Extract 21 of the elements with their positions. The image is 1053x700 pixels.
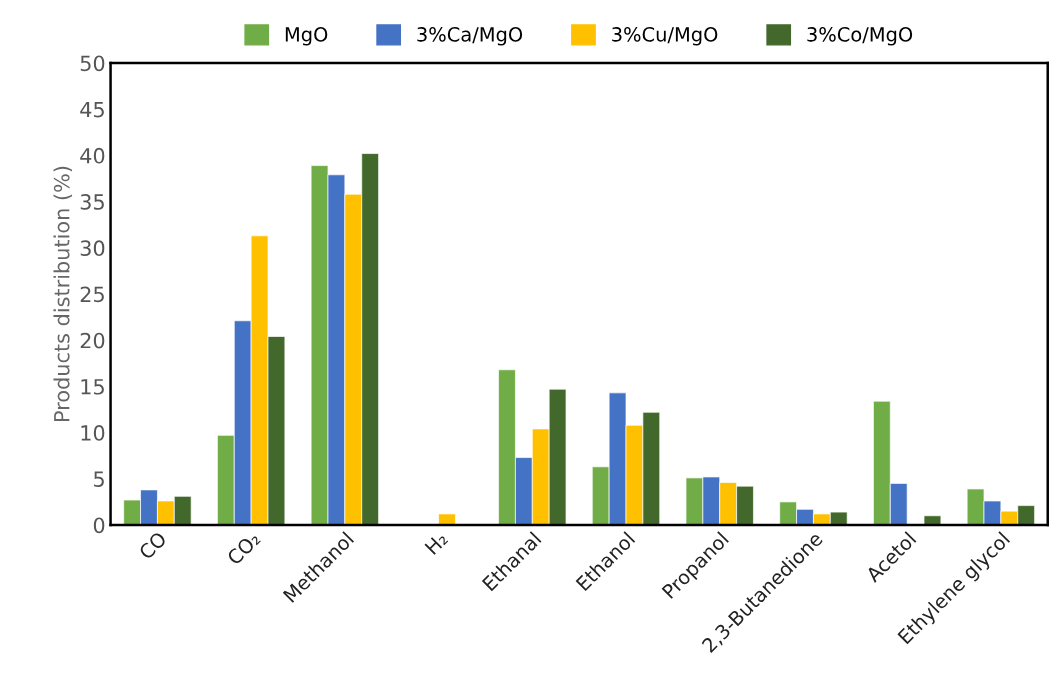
x-tick-label: H₂ bbox=[424, 531, 449, 555]
y-tick-label: 5 bbox=[94, 471, 104, 488]
x-tick-label: CO bbox=[138, 530, 168, 561]
y-tick-label: 45 bbox=[80, 101, 104, 118]
legend-label: 3%Co/MgO bbox=[807, 27, 913, 46]
y-tick-label: 30 bbox=[80, 240, 105, 257]
legend-label: 3%Cu/MgO bbox=[612, 27, 718, 46]
legend-label: MgO bbox=[285, 27, 328, 46]
bar bbox=[438, 513, 456, 525]
x-tick-label: CO₂ bbox=[226, 530, 261, 566]
y-tick-label: 40 bbox=[80, 147, 105, 164]
y-tick-label: 50 bbox=[80, 55, 105, 72]
y-tick-label: 35 bbox=[80, 194, 104, 210]
y-axis-title: Products distribution (%) bbox=[53, 166, 73, 421]
y-tick-label: 25 bbox=[80, 286, 104, 303]
legend-label: 3%Ca/MgO bbox=[417, 27, 523, 46]
y-tick-label: 10 bbox=[81, 425, 105, 441]
y-tick-label: 0 bbox=[93, 517, 105, 534]
y-tick-label: 20 bbox=[80, 332, 105, 349]
bar bbox=[923, 515, 942, 525]
y-tick-label: 15 bbox=[81, 379, 104, 395]
